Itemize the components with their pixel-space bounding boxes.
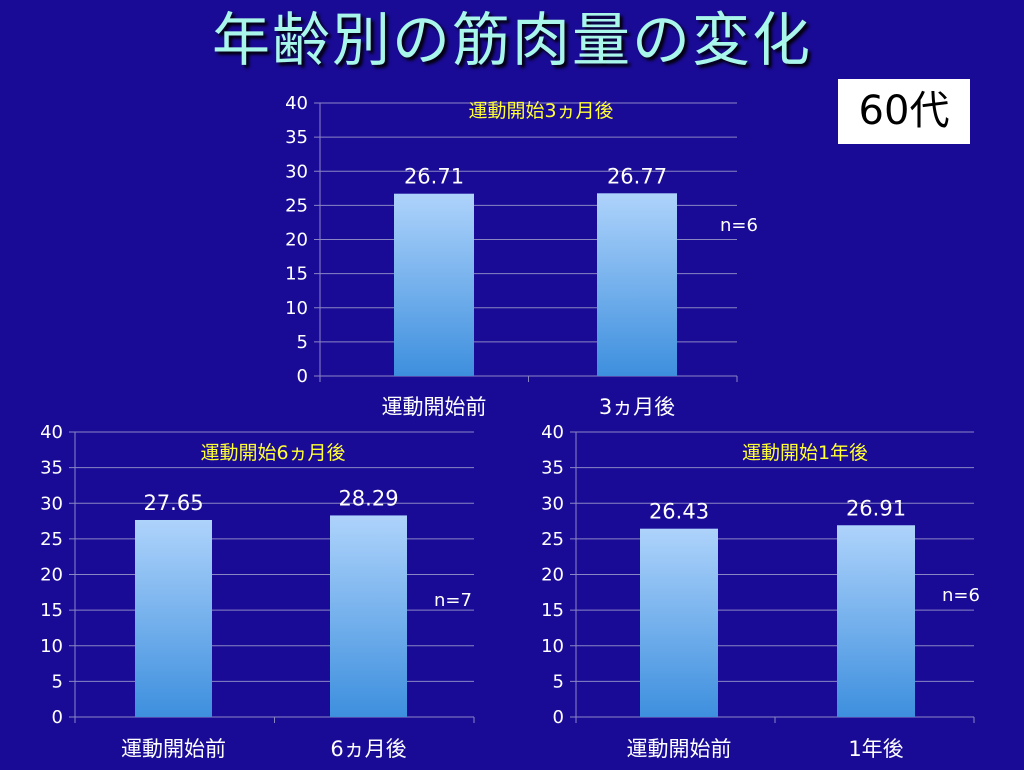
y-tick-label: 15 (285, 264, 308, 285)
y-tick-label: 40 (40, 422, 63, 443)
bar (640, 528, 718, 717)
slide-title: 年齢別の筋肉量の変化 (211, 6, 812, 74)
y-tick-label: 15 (541, 600, 564, 621)
y-tick-label: 20 (40, 565, 63, 586)
category-label: 3ヵ月後 (599, 395, 675, 419)
chart-title: 運動開始1年後 (742, 442, 868, 464)
y-tick-label: 0 (297, 366, 308, 387)
y-tick-label: 20 (541, 565, 564, 586)
y-tick-label: 5 (52, 671, 63, 692)
y-tick-label: 40 (285, 93, 308, 114)
y-tick-label: 30 (541, 493, 564, 514)
y-tick-label: 35 (541, 458, 564, 479)
data-label: 26.77 (607, 164, 667, 188)
category-label: 1年後 (848, 737, 903, 761)
sample-size-label: n=6 (942, 585, 980, 606)
y-tick-label: 0 (52, 707, 63, 728)
sample-size-label: n=7 (434, 590, 472, 611)
y-tick-label: 5 (297, 332, 308, 353)
y-tick-label: 15 (40, 600, 63, 621)
y-tick-label: 25 (40, 529, 63, 550)
data-label: 27.65 (143, 491, 203, 515)
y-tick-label: 20 (285, 230, 308, 251)
y-tick-label: 0 (553, 707, 564, 728)
category-label: 6ヵ月後 (330, 737, 406, 761)
y-tick-label: 40 (541, 422, 564, 443)
bar (394, 193, 474, 376)
bar (837, 525, 915, 717)
bar (597, 193, 677, 376)
y-tick-label: 25 (541, 529, 564, 550)
data-label: 28.29 (338, 486, 398, 510)
category-label: 運動開始前 (121, 737, 226, 761)
y-tick-label: 10 (40, 636, 63, 657)
data-label: 26.43 (649, 500, 709, 524)
y-tick-label: 25 (285, 195, 308, 216)
y-tick-label: 30 (40, 493, 63, 514)
bar (135, 519, 212, 717)
age-group-badge: 60代 (838, 79, 970, 144)
data-label: 26.71 (404, 165, 464, 189)
chart-title: 運動開始6ヵ月後 (200, 442, 345, 464)
y-tick-label: 30 (285, 161, 308, 182)
category-label: 運動開始前 (382, 395, 487, 419)
y-tick-label: 35 (285, 127, 308, 148)
bar (330, 515, 407, 717)
sample-size-label: n=6 (720, 215, 758, 236)
y-tick-label: 10 (541, 636, 564, 657)
data-label: 26.91 (846, 496, 906, 520)
category-label: 運動開始前 (627, 737, 732, 761)
chart-title: 運動開始3ヵ月後 (468, 100, 613, 122)
y-tick-label: 5 (553, 671, 564, 692)
y-tick-label: 10 (285, 298, 308, 319)
y-tick-label: 35 (40, 458, 63, 479)
